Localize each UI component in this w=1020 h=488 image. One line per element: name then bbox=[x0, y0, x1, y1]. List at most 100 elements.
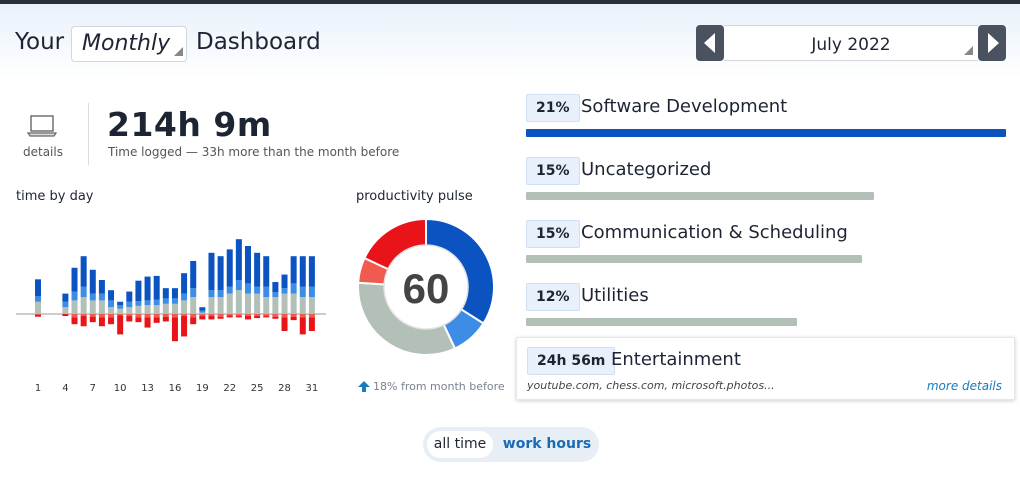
bar-segment-very-productive[interactable] bbox=[117, 301, 124, 306]
bar-segment-very-distracting[interactable] bbox=[108, 317, 115, 325]
bar-segment-very-productive[interactable] bbox=[80, 256, 87, 287]
bar-segment-very-distracting[interactable] bbox=[62, 314, 69, 317]
bar-segment-very-distracting[interactable] bbox=[171, 317, 178, 342]
bar-segment-neutral[interactable] bbox=[308, 297, 315, 314]
bar-segment-distracting[interactable] bbox=[272, 314, 279, 317]
bar-segment-neutral[interactable] bbox=[71, 300, 78, 314]
bar-segment-very-distracting[interactable] bbox=[162, 316, 169, 322]
bar-segment-distracting[interactable] bbox=[71, 314, 78, 318]
bar-segment-distracting[interactable] bbox=[89, 314, 96, 317]
bar-segment-distracting[interactable] bbox=[126, 314, 133, 317]
bar-segment-productive[interactable] bbox=[98, 293, 105, 301]
bar-segment-neutral[interactable] bbox=[162, 303, 169, 314]
time-by-day-chart[interactable]: 1 4 7 10 13 16 19 22 25 28 31 bbox=[14, 208, 330, 398]
bar-segment-neutral[interactable] bbox=[181, 300, 188, 314]
bar-segment-very-productive[interactable] bbox=[35, 279, 41, 297]
bar-segment-productive[interactable] bbox=[217, 290, 224, 297]
bar-segment-distracting[interactable] bbox=[190, 314, 197, 318]
bar-segment-distracting[interactable] bbox=[244, 314, 251, 317]
bar-segment-neutral[interactable] bbox=[80, 297, 87, 314]
bar-segment-neutral[interactable] bbox=[217, 297, 224, 314]
bar-segment-very-distracting[interactable] bbox=[89, 316, 96, 323]
bar-segment-very-productive[interactable] bbox=[98, 280, 105, 294]
bar-segment-neutral[interactable] bbox=[153, 305, 160, 314]
entertainment-card[interactable]: 24h 56m Entertainment youtube.com, chess… bbox=[516, 337, 1015, 400]
bar-segment-very-distracting[interactable] bbox=[299, 317, 306, 335]
bar-segment-neutral[interactable] bbox=[244, 293, 251, 314]
bar-segment-productive[interactable] bbox=[117, 305, 124, 309]
bar-segment-neutral[interactable] bbox=[235, 290, 242, 314]
bar-segment-very-distracting[interactable] bbox=[80, 316, 87, 327]
bar-segment-distracting[interactable] bbox=[117, 314, 124, 316]
bar-segment-neutral[interactable] bbox=[98, 300, 105, 314]
bar-segment-productive[interactable] bbox=[35, 296, 41, 302]
bar-segment-distracting[interactable] bbox=[144, 314, 151, 318]
bar-segment-distracting[interactable] bbox=[226, 314, 233, 316]
bar-segment-very-distracting[interactable] bbox=[226, 315, 233, 318]
bar-segment-productive[interactable] bbox=[254, 286, 261, 294]
bar-segment-very-productive[interactable] bbox=[190, 260, 197, 289]
bar-segment-distracting[interactable] bbox=[80, 314, 87, 317]
bar-segment-very-distracting[interactable] bbox=[190, 317, 197, 325]
bar-segment-neutral[interactable] bbox=[190, 297, 197, 314]
bar-segment-distracting[interactable] bbox=[162, 314, 169, 317]
bar-segment-very-distracting[interactable] bbox=[135, 317, 142, 323]
bar-segment-distracting[interactable] bbox=[263, 314, 270, 317]
bar-segment-very-productive[interactable] bbox=[144, 276, 151, 301]
bar-segment-neutral[interactable] bbox=[299, 297, 306, 314]
bar-segment-distracting[interactable] bbox=[153, 314, 160, 318]
bar-segment-productive[interactable] bbox=[281, 288, 288, 294]
bar-segment-distracting[interactable] bbox=[217, 314, 224, 317]
bar-segment-very-distracting[interactable] bbox=[71, 317, 78, 325]
bar-segment-very-productive[interactable] bbox=[308, 256, 315, 287]
category-row[interactable]: 21% Software Development bbox=[526, 94, 1006, 140]
next-month-button[interactable] bbox=[978, 25, 1006, 61]
bar-segment-neutral[interactable] bbox=[226, 293, 233, 314]
bar-segment-distracting[interactable] bbox=[181, 314, 188, 317]
bar-segment-neutral[interactable] bbox=[35, 301, 41, 314]
bar-segment-very-distracting[interactable] bbox=[144, 317, 151, 328]
bar-segment-very-productive[interactable] bbox=[254, 252, 261, 287]
bar-segment-distracting[interactable] bbox=[135, 314, 142, 318]
bar-segment-neutral[interactable] bbox=[290, 293, 297, 314]
bar-segment-very-distracting[interactable] bbox=[281, 317, 288, 331]
bar-segment-very-distracting[interactable] bbox=[208, 316, 215, 320]
bar-segment-very-distracting[interactable] bbox=[126, 316, 133, 322]
bar-segment-neutral[interactable] bbox=[199, 312, 206, 314]
bar-segment-productive[interactable] bbox=[190, 288, 197, 297]
category-row[interactable]: 12% Utilities bbox=[526, 283, 1006, 329]
bar-segment-distracting[interactable] bbox=[98, 314, 105, 318]
bar-segment-neutral[interactable] bbox=[144, 305, 151, 314]
category-row[interactable]: 15% Uncategorized bbox=[526, 157, 1006, 203]
bar-segment-productive[interactable] bbox=[272, 292, 279, 297]
bar-segment-very-productive[interactable] bbox=[135, 280, 142, 302]
bar-segment-productive[interactable] bbox=[199, 310, 206, 313]
bar-segment-very-productive[interactable] bbox=[126, 291, 133, 302]
bar-segment-very-distracting[interactable] bbox=[117, 315, 124, 335]
more-details-link[interactable]: more details bbox=[926, 379, 1002, 393]
bar-segment-neutral[interactable] bbox=[135, 305, 142, 314]
bar-segment-neutral[interactable] bbox=[272, 297, 279, 314]
bar-segment-productive[interactable] bbox=[126, 301, 133, 308]
bar-segment-productive[interactable] bbox=[71, 291, 78, 301]
bar-segment-neutral[interactable] bbox=[89, 300, 96, 314]
work-hours-toggle[interactable]: work hours bbox=[502, 436, 592, 452]
bar-segment-distracting[interactable] bbox=[299, 314, 306, 318]
previous-month-button[interactable] bbox=[696, 25, 724, 61]
bar-segment-neutral[interactable] bbox=[117, 308, 124, 314]
bar-segment-very-productive[interactable] bbox=[281, 274, 288, 289]
bar-segment-very-distracting[interactable] bbox=[244, 316, 251, 320]
bar-segment-very-productive[interactable] bbox=[290, 256, 297, 284]
month-select[interactable]: July 2022 bbox=[724, 25, 978, 61]
bar-segment-very-distracting[interactable] bbox=[199, 316, 206, 320]
bar-segment-distracting[interactable] bbox=[308, 314, 315, 318]
bar-segment-distracting[interactable] bbox=[199, 314, 206, 317]
bar-segment-distracting[interactable] bbox=[281, 314, 288, 318]
bar-segment-productive[interactable] bbox=[263, 286, 270, 297]
bar-segment-very-distracting[interactable] bbox=[290, 316, 297, 321]
bar-segment-productive[interactable] bbox=[108, 300, 115, 308]
bar-segment-distracting[interactable] bbox=[35, 314, 41, 315]
bar-segment-neutral[interactable] bbox=[126, 307, 133, 314]
bar-segment-very-distracting[interactable] bbox=[153, 317, 160, 323]
bar-segment-productive[interactable] bbox=[244, 283, 251, 294]
